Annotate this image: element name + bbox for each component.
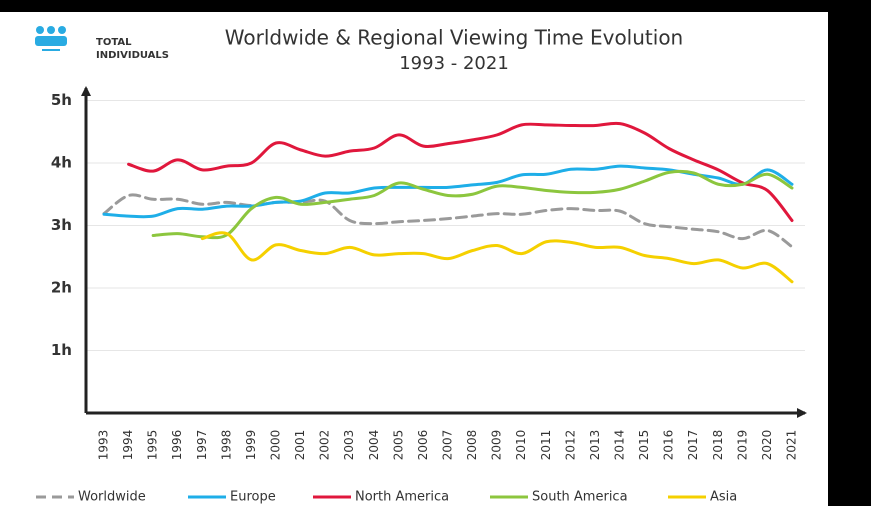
series-line (127, 121, 794, 222)
x-tick-label: 2010 (514, 430, 528, 461)
x-axis-arrow (797, 408, 807, 418)
x-tick-label: 2015 (637, 430, 651, 461)
x-tick-label: 1993 (97, 430, 111, 461)
x-tick-label: 2012 (563, 430, 577, 461)
series-line (200, 231, 794, 284)
x-tick-label: 2018 (711, 430, 725, 461)
x-tick-label: 2020 (760, 430, 774, 461)
badge-line: TOTAL (96, 37, 132, 48)
series-line (102, 164, 794, 219)
x-tick-label: 1999 (244, 430, 258, 461)
series-line (151, 169, 794, 240)
x-tick-label: 2021 (785, 430, 799, 461)
y-axis-arrow (81, 86, 91, 96)
y-tick-label: 2h (51, 279, 72, 297)
x-tick-label: 2005 (391, 430, 405, 461)
chart-title: Worldwide & Regional Viewing Time Evolut… (225, 26, 683, 50)
x-tick-label: 1994 (121, 430, 135, 461)
x-tick-label: 1998 (219, 430, 233, 461)
x-tick-label: 2002 (318, 430, 332, 461)
y-tick-label: 4h (51, 154, 72, 172)
x-tick-label: 2016 (662, 430, 676, 461)
legend-label: Asia (710, 490, 737, 505)
x-tick-label: 2014 (613, 430, 627, 461)
y-tick-label: 1h (51, 341, 72, 359)
x-tick-label: 2011 (539, 430, 553, 461)
x-tick-label: 2009 (490, 430, 504, 461)
x-tick-label: 1995 (146, 430, 160, 461)
x-tick-label: 2019 (735, 430, 749, 461)
y-tick-label: 3h (51, 216, 72, 234)
x-tick-label: 1997 (195, 430, 209, 461)
badge-icon (35, 26, 67, 51)
x-tick-label: 2013 (588, 430, 602, 461)
legend-label: Worldwide (78, 490, 146, 505)
x-tick-label: 2017 (686, 430, 700, 461)
x-tick-label: 2001 (293, 430, 307, 461)
badge-line: INDIVIDUALS (96, 50, 169, 61)
series-line (102, 193, 794, 249)
x-tick-label: 2007 (441, 430, 455, 461)
chart-subtitle: 1993 - 2021 (399, 53, 509, 74)
x-tick-label: 2006 (416, 430, 430, 461)
panel (0, 12, 828, 506)
legend-label: Europe (230, 490, 276, 505)
x-tick-label: 2004 (367, 430, 381, 461)
y-tick-label: 5h (51, 91, 72, 109)
legend-label: North America (355, 490, 449, 505)
legend-label: South America (532, 490, 628, 505)
x-tick-label: 2000 (269, 430, 283, 461)
x-tick-label: 2003 (342, 430, 356, 461)
x-tick-label: 2008 (465, 430, 479, 461)
x-tick-label: 1996 (170, 430, 184, 461)
